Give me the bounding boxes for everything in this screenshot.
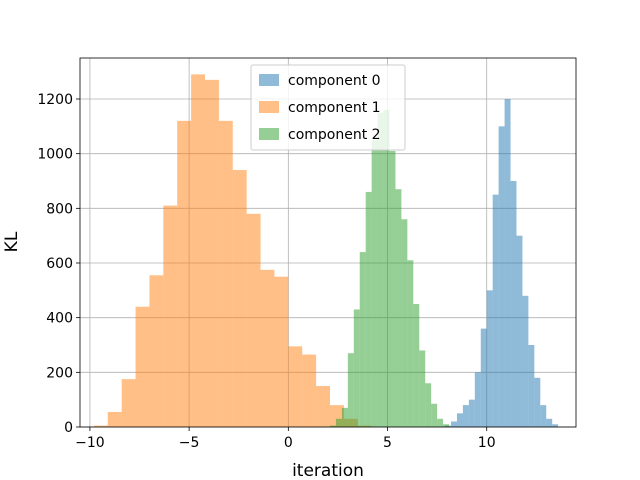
histogram-bar xyxy=(407,260,414,427)
histogram-bar xyxy=(413,304,420,427)
histogram-bar xyxy=(359,252,366,427)
histogram-bar xyxy=(353,309,360,427)
y-tick-label: 800 xyxy=(46,201,73,217)
histogram-bar xyxy=(419,350,426,427)
histogram-bar xyxy=(552,424,559,427)
histogram-bar xyxy=(474,372,481,427)
x-tick-label: 10 xyxy=(478,435,496,451)
series-0-bars xyxy=(445,99,559,427)
histogram-bar xyxy=(534,377,541,427)
histogram-bar xyxy=(528,345,535,427)
histogram-bar xyxy=(492,194,499,427)
histogram-bar xyxy=(462,405,469,427)
histogram-bar xyxy=(486,290,493,427)
histogram-bar xyxy=(93,425,108,427)
y-tick-label: 600 xyxy=(46,256,73,272)
histogram-bar xyxy=(218,120,233,427)
histogram-bar xyxy=(135,306,150,427)
histogram-bar xyxy=(365,191,372,427)
histogram-bar xyxy=(540,405,547,427)
histogram-bar xyxy=(377,112,384,428)
legend: component 0 component 1 component 2 xyxy=(250,64,406,151)
plot-frame xyxy=(79,57,577,428)
histogram-bar xyxy=(341,407,348,427)
histogram-bar xyxy=(510,181,517,427)
histogram-bar xyxy=(451,421,457,427)
histogram-bar xyxy=(288,346,303,427)
y-tick-label: 0 xyxy=(64,420,73,436)
x-axis-label: iteration xyxy=(292,461,364,480)
histogram-bar xyxy=(163,205,178,427)
histogram-bar xyxy=(107,411,122,427)
x-tick-label: 0 xyxy=(284,435,293,451)
legend-swatch xyxy=(259,128,279,140)
histogram-bar xyxy=(498,126,505,427)
series-2-bars xyxy=(329,109,450,428)
legend-label: component 0 xyxy=(288,73,381,89)
histogram-bar xyxy=(522,295,529,427)
histogram-bar xyxy=(395,189,402,427)
histogram-bar xyxy=(516,235,523,427)
histogram-bar xyxy=(232,170,247,428)
histogram-bar xyxy=(389,150,396,427)
histogram-bar xyxy=(191,74,205,428)
histogram-bar xyxy=(274,276,289,427)
histogram-bar xyxy=(546,418,553,427)
histogram-bar xyxy=(177,120,192,427)
x-tick-label: −5 xyxy=(179,435,200,451)
legend-swatch xyxy=(259,74,279,86)
series-1-bars xyxy=(93,74,372,428)
y-tick-label: 1200 xyxy=(37,92,73,108)
histogram-bar xyxy=(443,424,450,427)
histogram-bar xyxy=(468,399,475,427)
legend-label: component 1 xyxy=(288,100,381,116)
histogram-bar xyxy=(504,99,511,427)
histogram-bar xyxy=(302,354,317,427)
x-tick-label: −10 xyxy=(75,435,105,451)
legend-swatch xyxy=(259,101,279,113)
histogram-bar xyxy=(371,140,378,427)
y-tick-label: 400 xyxy=(46,311,73,327)
histogram-bar xyxy=(121,379,136,427)
histogram-bar xyxy=(329,425,336,427)
legend-box xyxy=(250,64,406,151)
legend-label: component 2 xyxy=(288,127,381,143)
y-tick-label: 200 xyxy=(46,365,73,381)
histogram-bar xyxy=(335,418,342,427)
x-tick-label: 5 xyxy=(383,435,392,451)
histogram-bar xyxy=(437,418,444,427)
histogram-bar xyxy=(260,269,275,427)
y-axis-label: KL xyxy=(2,231,22,252)
axis-ticks: −10 −5 0 5 10 0 200 400 600 800 1000 1200 xyxy=(37,92,495,451)
histogram-bar xyxy=(431,403,438,427)
y-tick-label: 1000 xyxy=(37,147,73,163)
histogram-bar xyxy=(456,413,463,427)
histogram-bar xyxy=(316,386,330,427)
histogram-bar xyxy=(480,328,487,427)
histogram-bar xyxy=(425,383,432,427)
histogram-bar xyxy=(149,275,164,427)
histogram-bars xyxy=(93,74,559,428)
histogram-bar xyxy=(347,353,354,427)
histogram-bar xyxy=(401,219,408,427)
histogram-bar xyxy=(383,109,390,427)
histogram-bar xyxy=(246,213,261,427)
histogram-bar xyxy=(204,79,219,427)
